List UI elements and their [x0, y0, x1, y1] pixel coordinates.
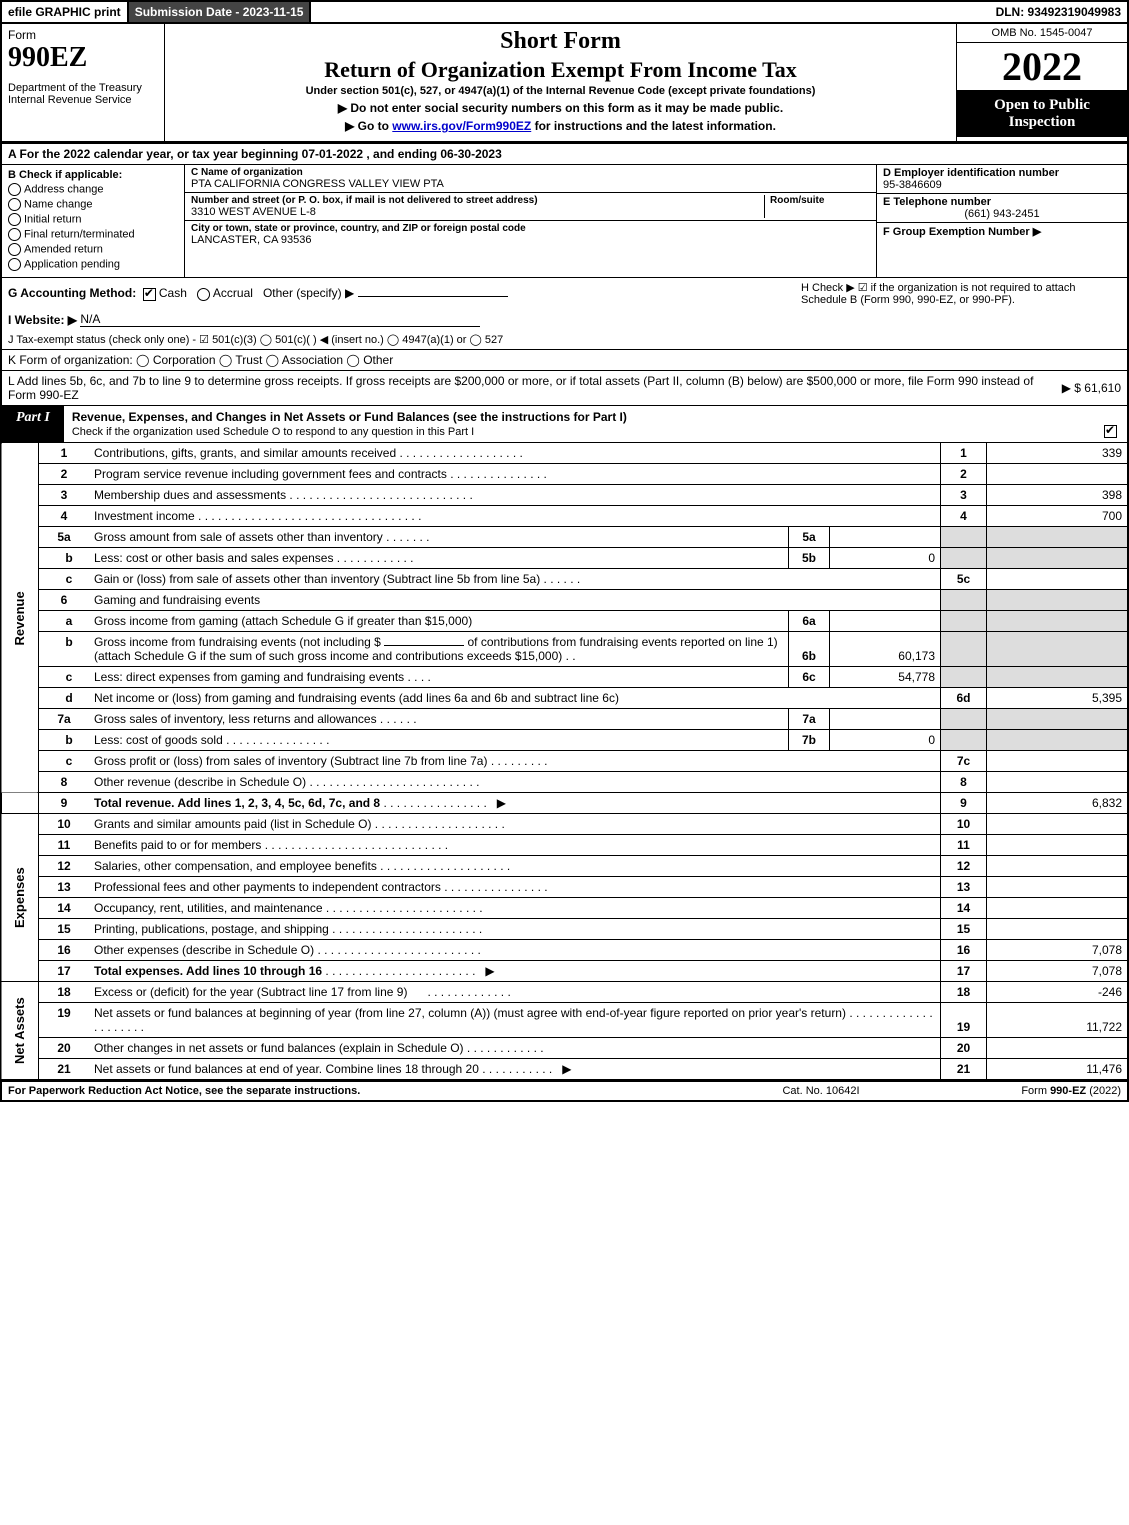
line1-value: 339: [987, 443, 1129, 464]
open-to-public: Open to Public Inspection: [957, 91, 1127, 137]
part1-subtitle: Check if the organization used Schedule …: [72, 426, 474, 438]
g-cash-check[interactable]: [143, 288, 156, 301]
expenses-vlabel: Expenses: [1, 814, 39, 982]
line15-value: [987, 919, 1129, 940]
line7a-value: [830, 709, 941, 730]
section-bcdef: B Check if applicable: Address change Na…: [0, 165, 1129, 278]
c-city-label: City or town, state or province, country…: [191, 223, 870, 234]
tax-year: 2022: [957, 43, 1127, 91]
main-title: Return of Organization Exempt From Incom…: [175, 57, 946, 83]
col-def: D Employer identification number 95-3846…: [877, 165, 1127, 277]
line2-value: [987, 464, 1129, 485]
cb-initial-return[interactable]: Initial return: [8, 213, 178, 226]
line13-value: [987, 877, 1129, 898]
row-a-tax-year: A For the 2022 calendar year, or tax yea…: [0, 144, 1129, 165]
b-header: B Check if applicable:: [8, 169, 178, 181]
row-j-tax-status: J Tax-exempt status (check only one) - ☑…: [0, 330, 1129, 350]
form-word: Form: [8, 28, 158, 42]
revenue-vlabel: Revenue: [1, 443, 39, 793]
page-footer: For Paperwork Reduction Act Notice, see …: [0, 1080, 1129, 1102]
line16-value: 7,078: [987, 940, 1129, 961]
line17-value: 7,078: [987, 961, 1129, 982]
line5b-value: 0: [830, 548, 941, 569]
part1-tag: Part I: [2, 406, 64, 442]
cb-application-pending[interactable]: Application pending: [8, 258, 178, 271]
l-value: ▶ $ 61,610: [1062, 381, 1121, 395]
form-number: 990EZ: [8, 42, 158, 74]
goto-instruction: ▶ Go to www.irs.gov/Form990EZ for instru…: [175, 119, 946, 133]
line9-value: 6,832: [987, 793, 1129, 814]
d-ein-value: 95-3846609: [883, 179, 1121, 191]
i-label: I Website: ▶: [8, 313, 77, 327]
line11-value: [987, 835, 1129, 856]
e-phone-label: E Telephone number: [883, 196, 1121, 208]
header-mid: Short Form Return of Organization Exempt…: [165, 24, 957, 141]
line6d-value: 5,395: [987, 688, 1129, 709]
footer-catno: Cat. No. 10642I: [721, 1085, 921, 1097]
line10-value: [987, 814, 1129, 835]
dept-label: Department of the Treasury Internal Reve…: [8, 82, 158, 106]
footer-formref: Form 990-EZ (2022): [921, 1085, 1121, 1097]
line8-value: [987, 772, 1129, 793]
line12-value: [987, 856, 1129, 877]
c-street-label: Number and street (or P. O. box, if mail…: [191, 195, 764, 206]
line7c-value: [987, 751, 1129, 772]
line4-value: 700: [987, 506, 1129, 527]
line7b-value: 0: [830, 730, 941, 751]
line3-value: 398: [987, 485, 1129, 506]
f-group-label: F Group Exemption Number ▶: [883, 225, 1121, 238]
efile-label[interactable]: efile GRAPHIC print: [2, 2, 129, 22]
row-l-gross-receipts: L Add lines 5b, 6c, and 7b to line 9 to …: [0, 371, 1129, 406]
cb-name-change[interactable]: Name change: [8, 198, 178, 211]
line19-value: 11,722: [987, 1003, 1129, 1038]
header-left: Form 990EZ Department of the Treasury In…: [2, 24, 165, 141]
g-other-line[interactable]: [358, 296, 508, 297]
line6a-value: [830, 611, 941, 632]
line5a-value: [830, 527, 941, 548]
footer-paperwork: For Paperwork Reduction Act Notice, see …: [8, 1085, 721, 1097]
form-header: Form 990EZ Department of the Treasury In…: [0, 22, 1129, 144]
submission-date: Submission Date - 2023-11-15: [129, 2, 312, 22]
c-street: 3310 WEST AVENUE L-8: [191, 206, 764, 218]
col-b-checkboxes: B Check if applicable: Address change Na…: [2, 165, 185, 277]
line5c-value: [987, 569, 1129, 590]
subtitle: Under section 501(c), 527, or 4947(a)(1)…: [175, 85, 946, 97]
line6c-value: 54,778: [830, 667, 941, 688]
dln-label: DLN: 93492319049983: [990, 2, 1127, 22]
netassets-vlabel: Net Assets: [1, 982, 39, 1080]
cb-amended-return[interactable]: Amended return: [8, 243, 178, 256]
h-check-text: H Check ▶ ☑ if the organization is not r…: [801, 281, 1121, 306]
c-org-name: PTA CALIFORNIA CONGRESS VALLEY VIEW PTA: [191, 178, 870, 190]
c-room-label: Room/suite: [770, 195, 870, 206]
omb-number: OMB No. 1545-0047: [957, 24, 1127, 43]
irs-link[interactable]: www.irs.gov/Form990EZ: [392, 119, 531, 133]
cb-address-change[interactable]: Address change: [8, 183, 178, 196]
e-phone-value: (661) 943-2451: [883, 208, 1121, 220]
d-ein-label: D Employer identification number: [883, 167, 1121, 179]
line18-value: -246: [987, 982, 1129, 1003]
g-label: G Accounting Method:: [8, 286, 136, 300]
header-right: OMB No. 1545-0047 2022 Open to Public In…: [957, 24, 1127, 141]
c-name-label: C Name of organization: [191, 167, 870, 178]
i-website-value: N/A: [80, 312, 480, 327]
row-k-form-org: K Form of organization: ◯ Corporation ◯ …: [0, 350, 1129, 371]
g-accrual-radio[interactable]: [197, 288, 210, 301]
row-i-website: I Website: ▶ N/A: [0, 309, 1129, 330]
part1-schedule-o-check[interactable]: [1104, 425, 1117, 438]
top-bar: efile GRAPHIC print Submission Date - 20…: [0, 0, 1129, 22]
line21-value: 11,476: [987, 1059, 1129, 1080]
line6b-value: 60,173: [830, 632, 941, 667]
part1-title: Revenue, Expenses, and Changes in Net As…: [72, 410, 627, 424]
col-c-org-info: C Name of organization PTA CALIFORNIA CO…: [185, 165, 877, 277]
cb-final-return[interactable]: Final return/terminated: [8, 228, 178, 241]
c-city: LANCASTER, CA 93536: [191, 234, 870, 246]
short-form-title: Short Form: [175, 28, 946, 55]
line14-value: [987, 898, 1129, 919]
part1-table: Revenue 1 Contributions, gifts, grants, …: [0, 443, 1129, 1080]
part1-header: Part I Revenue, Expenses, and Changes in…: [0, 406, 1129, 443]
row-gh: G Accounting Method: Cash Accrual Other …: [0, 278, 1129, 309]
line20-value: [987, 1038, 1129, 1059]
ssn-warning: ▶ Do not enter social security numbers o…: [175, 101, 946, 115]
